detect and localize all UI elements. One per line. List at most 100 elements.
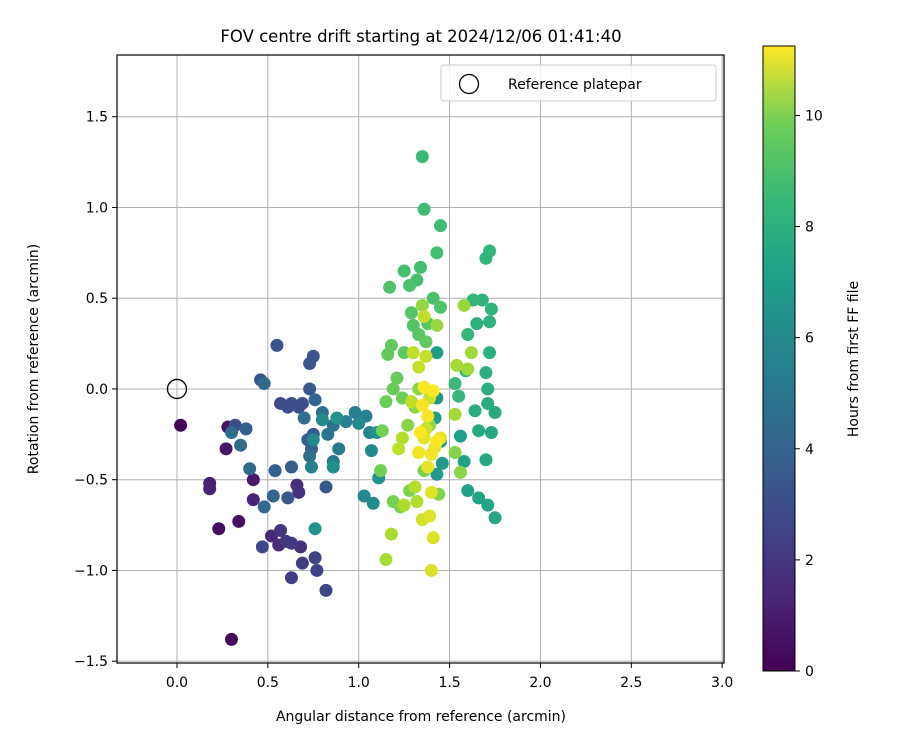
scatter-point [484,302,498,316]
scatter-point [419,335,433,349]
y-axis-label: Rotation from reference (arcmin) [26,244,42,474]
scatter-point [295,556,309,570]
colorbar-tick-label: 10 [805,108,823,124]
scatter-point [379,395,393,409]
x-tick-label: 3.0 [711,675,733,691]
scatter-point [481,396,495,410]
scatter-point [426,531,440,545]
scatter-point [379,553,393,567]
scatter-point [412,360,426,374]
scatter-point [303,357,317,371]
scatter-point [366,496,380,510]
scatter-point [417,380,431,394]
scatter-point [303,382,317,396]
plot-frame [116,54,725,664]
colorbar-ticks: 0 2 4 6 8 10 [795,108,823,680]
scatter-point [243,462,257,476]
scatter-point [404,306,418,320]
scatter-point [430,467,444,481]
scatter-point [224,632,238,646]
scatter-point [397,346,411,360]
scatter-point [403,278,417,292]
scatter-point [479,366,493,380]
scatter-point [310,563,324,577]
scatter-point [395,431,409,445]
scatter-point [381,347,395,361]
scatter-point [448,407,462,421]
x-tick-label: 1.5 [438,675,460,691]
colorbar-tick-label: 4 [805,442,814,458]
scatter-point [232,514,246,528]
scatter-point [308,522,322,536]
scatter-point [352,416,366,430]
x-tick-label: 0.0 [166,675,188,691]
scatter-point [255,540,269,554]
y-tick-label: −1.0 [74,563,108,579]
scatter-point [457,298,471,312]
legend-reference-marker-icon [458,73,480,95]
colorbar-label: Hours from first FF file [846,281,862,437]
scatter-point [304,460,318,474]
scatter-point [448,377,462,391]
scatter-point [332,442,346,456]
x-tick-label: 2.5 [620,675,642,691]
scatter-point [397,498,411,512]
scatter-point [410,494,424,508]
scatter-point [212,522,226,536]
scatter-point [424,485,438,499]
scatter-point [470,317,484,331]
scatter-point [430,318,444,332]
scatter-point [364,444,378,458]
scatter-point [472,491,486,505]
scatter-point [308,551,322,565]
scatter-point [421,460,435,474]
scatter-point [270,338,284,352]
scatter-point [417,202,431,216]
scatter-point [417,309,431,323]
scatter-point [415,398,429,412]
scatter-point [386,382,400,396]
colorbar-tick-label: 0 [805,664,814,680]
scatter-point [392,442,406,456]
scatter-point [414,260,427,274]
scatter-point [479,453,493,467]
legend: Reference platepar [440,64,717,102]
scatter-point [424,447,438,461]
scatter-point [435,456,449,470]
scatter-point [424,563,438,577]
scatter-point [414,426,427,440]
scatter-point [274,524,288,538]
scatter-point [284,460,298,474]
scatter-point [297,411,311,425]
scatter-point [383,280,397,294]
scatter-point [246,473,260,487]
scatter-point [315,413,329,427]
x-tick-label: 1.0 [348,675,370,691]
scatter-point [284,571,298,585]
scatter-point [430,246,444,260]
scatter-point [423,509,437,523]
scatter-point [421,409,435,423]
scatter-point [321,427,335,441]
scatter-point [461,327,475,341]
scatter-point [319,480,333,494]
y-tick-label: 1.0 [86,200,108,216]
scatter-point [481,498,495,512]
scatter-point [257,500,271,514]
scatter-point [468,404,482,418]
scatter-point [430,435,444,449]
scatter-point [452,389,466,403]
scatter-point [404,395,418,409]
scatter-point [475,293,489,307]
scatter-point [357,489,371,503]
scatter-point [415,298,429,312]
scatter-point [348,406,362,420]
scatter-point [397,264,411,278]
scatter-point [433,300,447,314]
scatter-point [401,418,415,432]
scatter-point [408,480,422,494]
scatter-point [330,411,344,425]
scatter-point [457,455,471,469]
y-tick-label: 0.0 [86,382,108,398]
